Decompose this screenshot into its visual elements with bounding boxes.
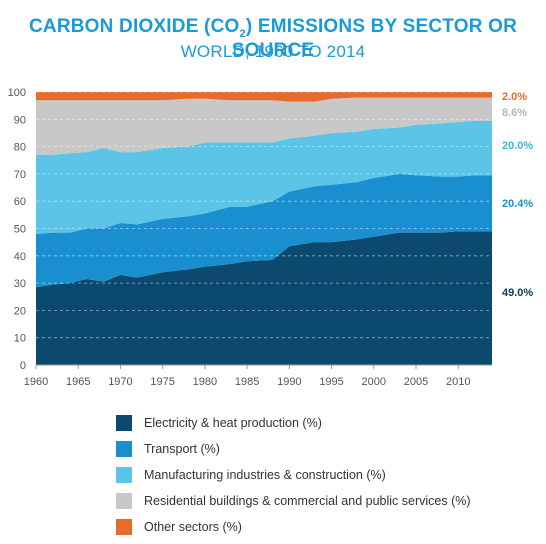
legend-item: Manufacturing industries & construction …	[116, 466, 471, 484]
legend-item: Transport (%)	[116, 440, 471, 458]
legend: Electricity & heat production (%) Transpo…	[116, 414, 471, 544]
end-label-2: 20.4%	[502, 198, 533, 210]
y-tick-label: 20	[14, 305, 26, 317]
legend-swatch	[116, 493, 132, 509]
area-layers	[36, 92, 492, 365]
x-tick-label: 1995	[319, 376, 343, 388]
area-series-1	[36, 231, 492, 365]
y-tick-label: 30	[14, 278, 26, 290]
gridlines	[36, 91, 492, 366]
y-axis-ticks: 0 10 20 30 40 50 60 70 80 90 100	[8, 87, 26, 372]
y-tick-label: 90	[14, 114, 26, 126]
y-tick-label: 50	[14, 224, 26, 236]
chart-subtitle: WORLD, 1960 TO 2014	[180, 42, 366, 61]
y-tick-label: 0	[20, 360, 26, 372]
area-series-3	[36, 120, 492, 234]
x-tick-label: 1965	[66, 376, 90, 388]
x-tick-label: 1990	[277, 376, 301, 388]
legend-label: Residential buildings & commercial and p…	[144, 494, 471, 508]
legend-swatch	[116, 441, 132, 457]
chart-title: CARBON DIOXIDE (CO2) EMISSIONS BY SECTOR…	[28, 16, 518, 61]
legend-label: Electricity & heat production (%)	[144, 416, 322, 430]
x-tick-label: 1975	[150, 376, 174, 388]
end-label-5: 2.0%	[502, 91, 527, 103]
x-tick-label: 1985	[235, 376, 259, 388]
end-label-1: 49.0%	[502, 287, 533, 299]
x-tick-label: 1980	[193, 376, 217, 388]
end-label-4: 8.6%	[502, 107, 527, 119]
area-series-5	[36, 92, 492, 102]
x-axis-ticks: 1960 1965 1970 1975 1980 1985 1990 1995 2000 2005…	[24, 365, 470, 388]
y-tick-label: 40	[14, 251, 26, 263]
y-tick-label: 10	[14, 333, 26, 345]
y-tick-label: 80	[14, 142, 26, 154]
legend-label: Manufacturing industries & construction …	[144, 468, 386, 482]
legend-item: Residential buildings & commercial and p…	[116, 492, 471, 510]
x-tick-label: 1960	[24, 376, 48, 388]
x-tick-label: 2005	[404, 376, 428, 388]
x-tick-label: 1970	[108, 376, 132, 388]
y-tick-label: 100	[8, 87, 26, 99]
y-tick-label: 60	[14, 196, 26, 208]
legend-swatch	[116, 467, 132, 483]
x-tick-label: 2010	[446, 376, 470, 388]
legend-item: Electricity & heat production (%)	[116, 414, 471, 432]
x-tick-label: 2000	[362, 376, 386, 388]
legend-label: Other sectors (%)	[144, 520, 242, 534]
legend-label: Transport (%)	[144, 442, 220, 456]
legend-item: Other sectors (%)	[116, 518, 471, 536]
legend-swatch	[116, 415, 132, 431]
legend-swatch	[116, 519, 132, 535]
end-labels: 49.0% 20.4% 20.0% 8.6% 2.0%	[502, 91, 533, 299]
y-tick-label: 70	[14, 169, 26, 181]
end-label-3: 20.0%	[502, 140, 533, 152]
area-series-2	[36, 173, 492, 288]
area-series-4	[36, 97, 492, 155]
